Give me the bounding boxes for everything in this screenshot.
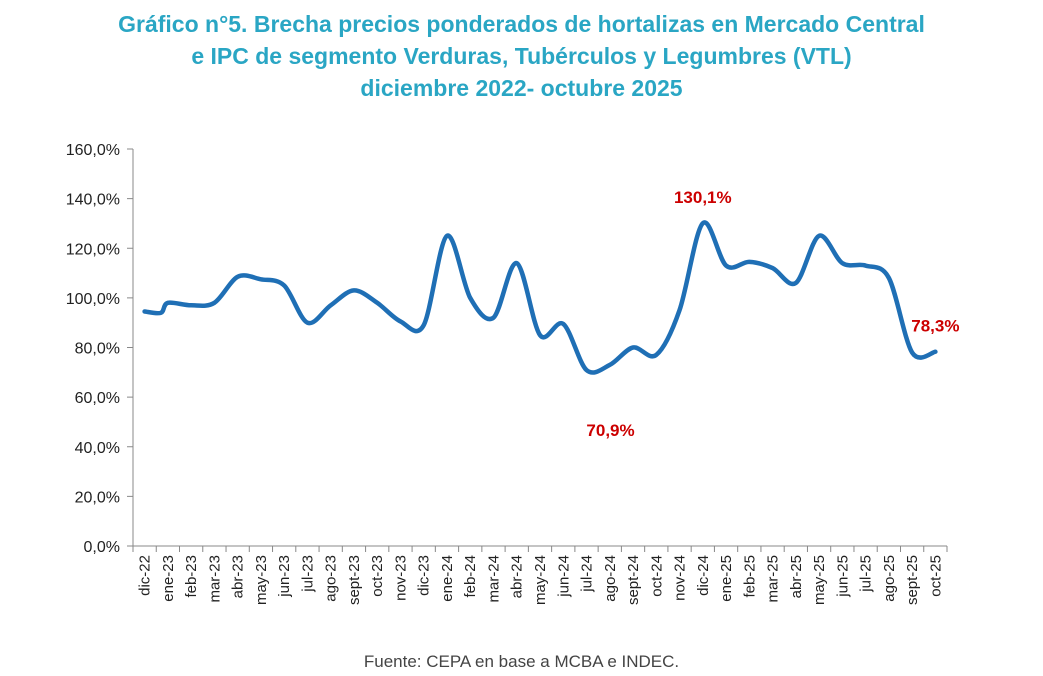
x-tick-label: jul-23 <box>299 555 316 593</box>
x-tick-label: mar-24 <box>485 555 502 603</box>
x-tick-label: abr-24 <box>509 555 526 598</box>
x-tick-label: nov-23 <box>392 555 409 601</box>
data-label: 78,3% <box>911 317 959 336</box>
x-tick-label: abr-25 <box>788 555 805 598</box>
x-tick-label: ago-23 <box>323 555 340 602</box>
x-tick-label: feb-24 <box>462 555 479 598</box>
y-tick-label: 160,0% <box>66 142 120 159</box>
x-tick-label: sept-23 <box>346 555 363 605</box>
x-tick-label: mar-25 <box>765 555 782 603</box>
x-tick-label: jun-24 <box>555 555 572 598</box>
x-tick-label: feb-23 <box>183 555 200 598</box>
y-tick-label: 60,0% <box>75 390 120 407</box>
x-tick-label: may-23 <box>253 555 270 605</box>
x-tick-label: dic-23 <box>416 555 433 596</box>
x-tick-label: jun-25 <box>834 555 851 598</box>
title-line-3: diciembre 2022- octubre 2025 <box>360 75 683 101</box>
series-group <box>142 220 938 375</box>
data-label: 130,1% <box>674 188 732 207</box>
x-tick-label: ago-25 <box>881 555 898 602</box>
x-axis: dic-22 ene-23 feb-23 mar-23 abr-23 may-23 jun-… <box>132 545 948 605</box>
x-tick-label: ene-23 <box>160 555 177 602</box>
y-tick-label: 80,0% <box>75 341 120 358</box>
x-tick-label: oct-25 <box>927 555 944 597</box>
x-tick-label: sept-25 <box>904 555 921 605</box>
x-tick-label: jul-24 <box>579 555 596 593</box>
y-tick-label: 0,0% <box>84 539 120 556</box>
y-tick-label: 120,0% <box>66 241 120 258</box>
x-tick-label: ene-25 <box>718 555 735 602</box>
x-tick-label: ene-24 <box>439 555 456 602</box>
x-tick-label: dic-22 <box>137 555 154 596</box>
x-tick-label: feb-25 <box>741 555 758 598</box>
y-tick-label: 140,0% <box>66 192 120 209</box>
series-line-brecha <box>142 220 938 375</box>
y-tick-label: 40,0% <box>75 440 120 457</box>
x-tick-label: may-24 <box>532 555 549 605</box>
source-note: Fuente: CEPA en base a MCBA e INDEC. <box>363 652 680 671</box>
x-tick-label: jun-23 <box>276 555 293 598</box>
y-tick-label: 20,0% <box>75 489 120 506</box>
x-tick-label: oct-23 <box>369 555 386 597</box>
annotations-group: 130,1% 70,9% 78,3% <box>586 188 959 440</box>
x-tick-label: ago-24 <box>602 555 619 602</box>
x-tick-label: nov-24 <box>672 555 689 601</box>
y-axis: 0,0% 20,0% 40,0% 60,0% 80,0% 100,0% 120,0% 140,… <box>66 142 134 556</box>
x-tick-label: dic-24 <box>695 555 712 596</box>
x-tick-label: may-25 <box>811 555 828 605</box>
title-line-1: Gráfico n°5. Brecha precios ponderados d… <box>118 11 925 37</box>
x-tick-label: jul-25 <box>858 555 875 593</box>
title-line-2: e IPC de segmento Verduras, Tubérculos y… <box>191 43 852 69</box>
x-tick-label: sept-24 <box>625 555 642 605</box>
y-tick-label: 100,0% <box>66 291 120 308</box>
data-label: 70,9% <box>586 421 634 440</box>
x-tick-label: oct-24 <box>648 555 665 597</box>
x-tick-label: abr-23 <box>230 555 247 598</box>
chart-title: Gráfico n°5. Brecha precios ponderados d… <box>0 8 1043 104</box>
x-tick-label: mar-23 <box>206 555 223 603</box>
